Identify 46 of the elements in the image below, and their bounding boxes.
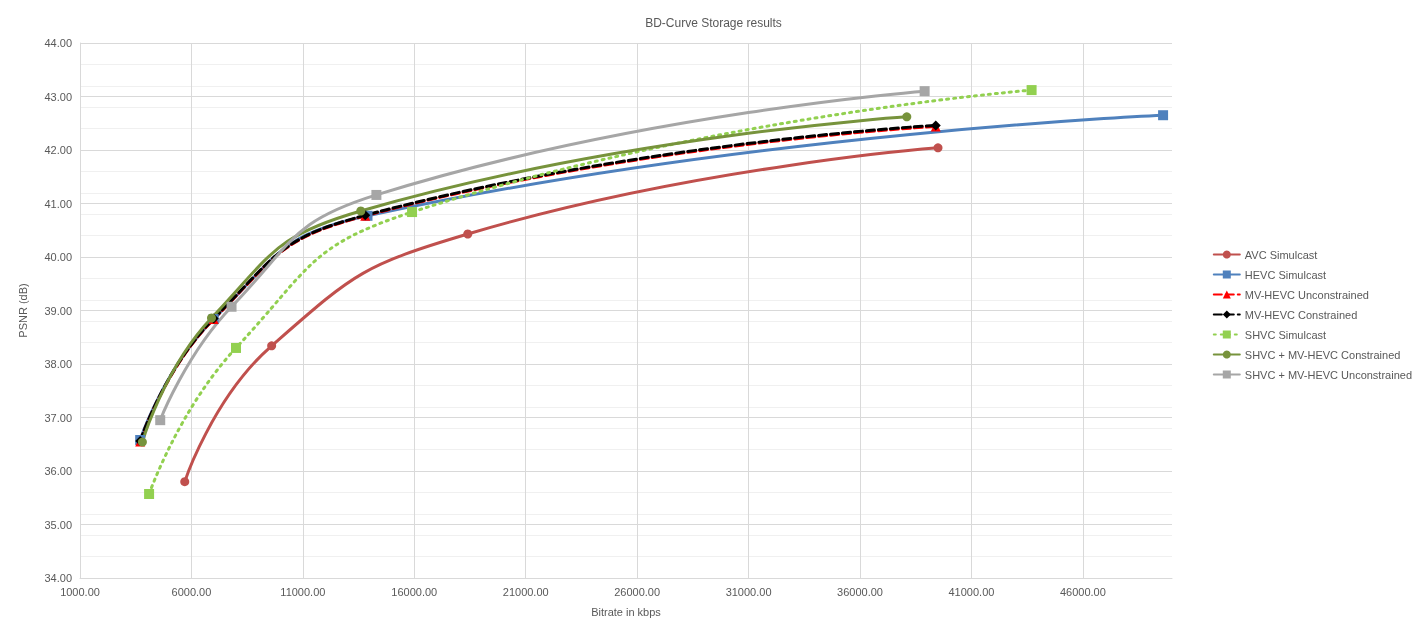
- point: [371, 189, 382, 200]
- x-tick-label: 41000.00: [948, 585, 995, 598]
- y-tick-label: 34.00: [44, 572, 72, 584]
- x-axis-title: Bitrate in kbps: [591, 605, 662, 618]
- y-tick-label: 42.00: [44, 144, 72, 156]
- x-tick-label: 31000.00: [725, 585, 772, 598]
- legend-label: SHVC + MV-HEVC Constrained: [1244, 348, 1401, 361]
- x-tick-label: 21000.00: [502, 585, 549, 598]
- point: [902, 112, 912, 122]
- y-tick-label: 36.00: [44, 465, 72, 477]
- point: [933, 143, 943, 153]
- point: [267, 341, 277, 351]
- y-tick-label: 44.00: [44, 37, 72, 49]
- point: [155, 415, 166, 426]
- y-tick-label: 37.00: [44, 411, 72, 424]
- x-tick-label: 16000.00: [391, 585, 438, 598]
- chart-title: BD-Curve Storage results: [645, 16, 782, 30]
- point: [356, 206, 366, 216]
- legend-label: SHVC + MV-HEVC Unconstrained: [1244, 368, 1412, 381]
- point: [226, 301, 237, 312]
- y-tick-label: 40.00: [44, 251, 72, 263]
- legend-label: MV-HEVC Constrained: [1244, 308, 1358, 321]
- legend-label: MV-HEVC Unconstrained: [1244, 288, 1369, 301]
- legend-label: SHVC Simulcast: [1244, 328, 1327, 341]
- legend-label: HEVC Simulcast: [1244, 268, 1327, 281]
- point: [919, 86, 930, 97]
- point: [407, 207, 418, 218]
- y-tick-label: 39.00: [44, 304, 72, 317]
- y-axis-title: PSNR (dB): [16, 283, 29, 338]
- y-tick-label: 43.00: [44, 90, 72, 103]
- x-tick-label: 1000.00: [60, 585, 100, 598]
- point: [1026, 85, 1037, 96]
- legend-label: AVC Simulcast: [1244, 248, 1318, 261]
- x-tick-label: 46000.00: [1059, 585, 1106, 598]
- point: [144, 489, 155, 500]
- point: [463, 229, 473, 239]
- x-tick-label: 36000.00: [837, 585, 883, 598]
- x-tick-label: 26000.00: [614, 585, 661, 598]
- x-tick-label: 6000.00: [171, 585, 212, 598]
- point: [231, 342, 241, 353]
- y-tick-label: 38.00: [44, 358, 72, 370]
- y-tick-label: 35.00: [44, 518, 72, 531]
- x-tick-label: 11000.00: [280, 585, 326, 598]
- point: [1158, 110, 1169, 121]
- point: [180, 477, 190, 487]
- y-tick-label: 41.00: [44, 197, 72, 210]
